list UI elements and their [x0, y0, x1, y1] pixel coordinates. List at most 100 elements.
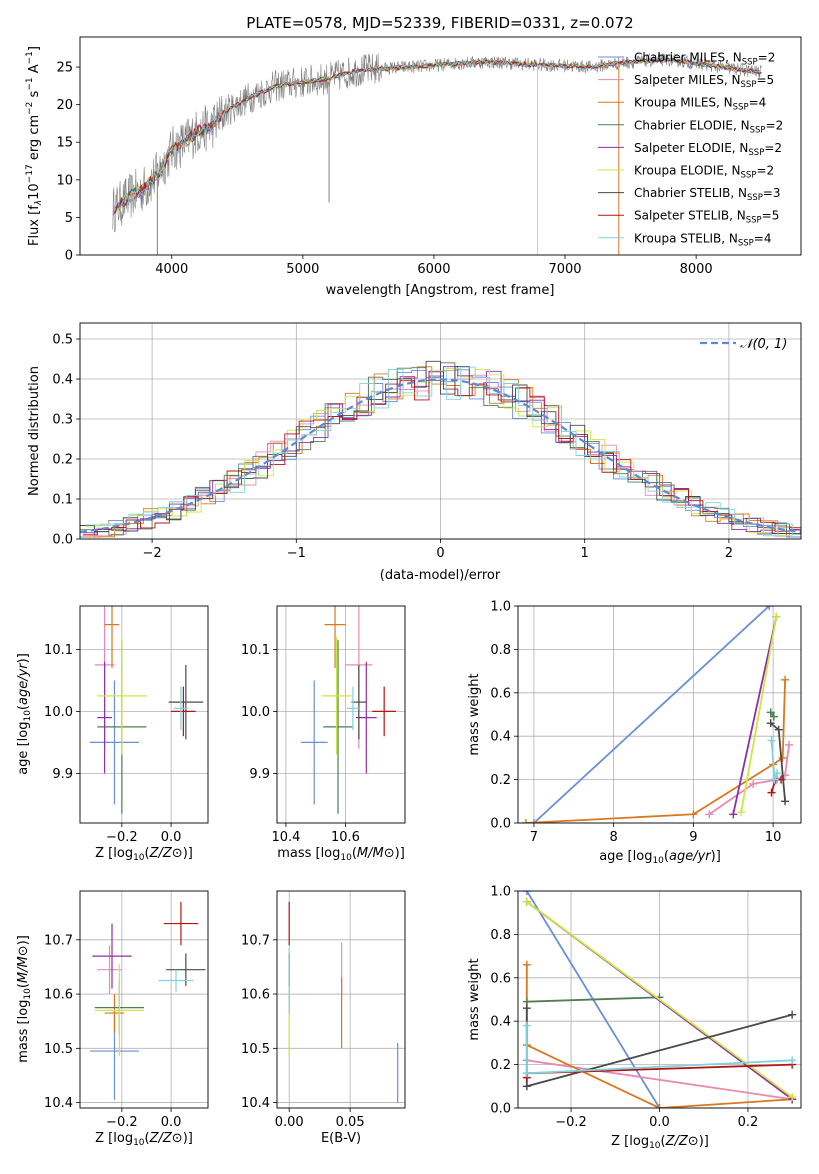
- y-tick-label: 10.5: [44, 1042, 73, 1057]
- y-tick-label: 0: [65, 249, 73, 264]
- plot-area: [89, 901, 206, 1100]
- x-axis-label: wavelength [Angstrom, rest frame]: [326, 283, 555, 298]
- series-marker: [522, 1021, 531, 1030]
- y-tick-label: 0.1: [52, 493, 73, 508]
- axes-frame: [276, 890, 406, 1109]
- y-tick-label: 10.7: [241, 933, 270, 948]
- y-tick-label: 15: [56, 136, 73, 151]
- x-tick-label: 10.4: [271, 830, 300, 845]
- errorbar-salpeter-elodie: [92, 923, 132, 989]
- x-axis-label: Z [log10(Z/Z⊙)]: [611, 1134, 709, 1151]
- model-spectrum-kroupa-stelib: [115, 57, 761, 210]
- plot-area: [288, 901, 399, 1103]
- series-marker: [772, 612, 781, 621]
- series-marker: [770, 775, 779, 784]
- histogram-chabrier-stelib: [80, 360, 801, 534]
- x-axis-label: Z [log10(Z/Z⊙)]: [95, 846, 193, 863]
- errorbar-kroupa-stelib: [173, 686, 189, 730]
- axes-frame: [79, 36, 802, 256]
- series-marker: [769, 712, 778, 721]
- series-marker: [788, 1056, 797, 1065]
- errorbar-salpeter-stelib: [372, 686, 397, 737]
- panel-mass-vs-Z: −0.2 0.0 10.4 10.5 10.6 10.7 Z [log10(Z/Z⊙)] ma…: [16, 890, 209, 1148]
- panel-age-vs-mass: 10.4 10.6 9.9 10.0 10.1 mass [log10(M/M⊙)]: [241, 605, 406, 863]
- series-kroupa-miles: [521, 675, 790, 823]
- series-line: [740, 616, 778, 813]
- x-tick-label: 0.0: [649, 1115, 670, 1130]
- series-marker: [788, 1093, 797, 1102]
- errorbar-salpeter-stelib: [163, 901, 199, 946]
- axes-frame: [517, 890, 802, 1109]
- y-tick-label: 9.9: [52, 767, 73, 782]
- x-tick-label: 4000: [155, 262, 188, 277]
- series-kroupa-stelib: [767, 736, 782, 784]
- series-marker: [522, 1004, 531, 1013]
- x-tick-label: 0.05: [336, 1115, 365, 1130]
- series-marker: [781, 675, 790, 684]
- panel-mass-vs-EBV: 0.00 0.05 10.4 10.5 10.6 10.7 E(B-V): [241, 890, 406, 1146]
- series-marker: [767, 736, 776, 745]
- plot-area: [112, 52, 762, 255]
- series-marker: [778, 753, 787, 762]
- errorbar-kroupa-stelib: [158, 969, 194, 992]
- x-axis-label: mass [log10(M/M⊙)]: [277, 846, 405, 863]
- panel-age-vs-Z: −0.2 0.0 9.9 10.0 10.1 Z [log10(Z/Z⊙)] age [lo…: [16, 605, 209, 863]
- series-chabrier-stelib: [766, 719, 790, 806]
- axes-frame: [79, 322, 802, 540]
- x-tick-label: 8000: [680, 262, 713, 277]
- x-tick-label: −1: [287, 546, 306, 561]
- y-tick-label: 10.6: [241, 988, 270, 1003]
- series-kroupa-elodie: [522, 897, 797, 1102]
- y-tick-label: 10.4: [241, 1096, 270, 1111]
- series-marker: [522, 891, 531, 895]
- series-marker: [655, 1104, 664, 1108]
- histogram-kroupa-stelib: [85, 366, 801, 537]
- legend-entry-kroupa-stelib: Kroupa STELIB, NSSP=4: [634, 231, 772, 248]
- x-tick-label: 7: [530, 830, 538, 845]
- y-tick-label: 0.6: [490, 686, 511, 701]
- y-tick-label: 10.1: [241, 643, 270, 658]
- series-marker: [737, 808, 746, 817]
- x-tick-label: −2: [143, 546, 162, 561]
- series-marker: [765, 606, 774, 610]
- y-tick-label: 10.6: [44, 988, 73, 1003]
- legend-entry-chabrier-elodie: Chabrier ELODIE, NSSP=2: [634, 118, 783, 135]
- y-tick-label: 10.5: [241, 1042, 270, 1057]
- y-axis-label: mass weight: [467, 958, 482, 1040]
- x-axis-label: age [log10(age/yr)]: [599, 849, 721, 866]
- gaussian-curve: [80, 378, 801, 534]
- x-tick-label: 0.0: [161, 1115, 182, 1130]
- errorbar-chabrier-stelib: [351, 664, 367, 740]
- errorbar-salpeter-stelib: [171, 686, 196, 737]
- errorbar-kroupa-miles: [104, 994, 125, 1033]
- y-axis-label: age [log10(age/yr)]: [16, 653, 33, 775]
- series-marker: [781, 797, 790, 806]
- plot-area: [522, 891, 797, 1108]
- errorbar-kroupa-elodie: [321, 637, 352, 755]
- y-tick-label: 9.9: [249, 767, 270, 782]
- errorbar-salpeter-elodie: [97, 661, 112, 774]
- series-marker: [766, 708, 775, 717]
- y-tick-label: 1.0: [490, 885, 511, 900]
- y-tick-label: 10.0: [44, 705, 73, 720]
- y-tick-label: 10.0: [241, 705, 270, 720]
- x-tick-label: −0.2: [106, 830, 138, 845]
- y-axis-label: Flux [fλ10−17 erg cm−2 s−1 A−1]: [25, 46, 44, 246]
- series-marker: [529, 819, 538, 823]
- y-tick-label: 0.6: [490, 971, 511, 986]
- errorbar-chabrier-stelib: [168, 664, 204, 740]
- series-chabrier-elodie: [766, 708, 778, 721]
- y-tick-label: 0.8: [490, 643, 511, 658]
- series-line: [533, 606, 770, 823]
- series-line: [526, 901, 793, 1098]
- y-axis-label: mass weight: [467, 673, 482, 755]
- y-tick-label: 0.0: [490, 817, 511, 832]
- series-line: [732, 616, 778, 815]
- plot-area: [300, 606, 397, 814]
- figure-title: PLATE=0578, MJD=52339, FIBERID=0331, z=0…: [246, 14, 633, 32]
- y-tick-label: 0.5: [52, 333, 73, 348]
- legend-entry-chabrier-miles: Chabrier MILES, NSSP=2: [634, 51, 775, 68]
- x-tick-label: 7000: [548, 262, 581, 277]
- x-tick-label: 5000: [286, 262, 319, 277]
